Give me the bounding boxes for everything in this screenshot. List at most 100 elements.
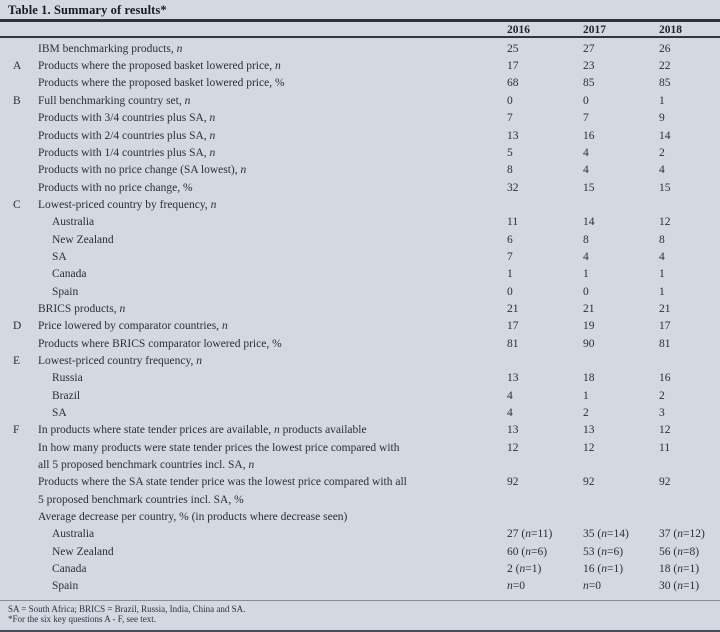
row-value: n=0 [583,580,601,593]
row-value: 81 [507,337,519,350]
row-key: D [13,320,22,333]
row-value: 4 [659,250,665,263]
row-value: 23 [583,60,595,73]
row-label: Lowest-priced country frequency, n [38,354,203,367]
table-row: BRICS products, n 21 21 21 [0,301,720,318]
row-label: Canada [52,563,87,576]
row-value: 4 [583,146,589,159]
row-key: F [13,424,20,437]
row-label: BRICS products, n [38,302,126,315]
table-row: C Lowest-priced country by frequency, n [0,197,720,214]
row-label: Products with 3/4 countries plus SA, n [38,112,216,125]
row-value: 12 [659,424,671,437]
row-label: Products with no price change (SA lowest… [38,164,247,177]
table-row: E Lowest-priced country frequency, n [0,353,720,370]
row-value: 21 [583,302,595,315]
row-value: 1 [659,94,665,107]
row-value: 25 [507,42,519,55]
row-value: 13 [507,424,519,437]
table-row: Australia 11 14 12 [0,214,720,231]
row-value: 16 [583,129,595,142]
row-value: 56 (n=8) [659,545,700,558]
row-label: Russia [52,372,83,385]
row-value: 18 (n=1) [659,563,700,576]
row-label: SA [52,407,67,419]
row-value: 9 [659,112,665,125]
row-value: 8 [507,164,513,177]
row-value: 4 [507,389,513,402]
table-row: SA 4 2 3 [0,405,720,422]
row-value: 7 [583,112,589,125]
row-value: 8 [583,233,589,246]
table-row: Products where the proposed basket lower… [0,75,720,92]
row-value: 17 [659,320,671,333]
row-value: 92 [659,476,671,489]
header-rule [0,36,720,38]
table-row: D Price lowered by comparator countries,… [0,318,720,335]
table-header-row: 2016 2017 2018 [0,22,720,37]
row-value: 16 (n=1) [583,563,624,576]
row-key: E [13,354,21,367]
row-value: 13 [507,129,519,142]
row-value: 35 (n=14) [583,528,629,541]
table-title: Table 1. Summary of results* [8,3,167,17]
table-row: Products with no price change, % 32 15 1… [0,180,720,197]
table-row: New Zealand 6 8 8 [0,232,720,249]
row-value: 81 [659,337,671,350]
row-value: 11 [659,441,671,454]
table-row: In how many products were state tender p… [0,440,720,475]
row-value: 7 [507,112,513,125]
row-value: 1 [583,389,589,402]
row-key: B [13,94,21,107]
row-label: Full benchmarking country set, n [38,94,191,107]
row-value: 12 [659,216,671,229]
footnote-abbreviations: SA = South Africa; BRICS = Brazil, Russi… [8,603,246,614]
table-row: Products where the SA state tender price… [0,474,720,509]
table-bottom-rule [0,599,720,601]
row-value: 2 [583,407,589,419]
row-value: 32 [507,181,519,194]
row-value: 17 [507,320,519,333]
row-value: 14 [583,216,595,229]
row-value: 1 [583,268,589,281]
row-value: 15 [659,181,671,194]
row-label: Products where the SA state tender price… [38,476,407,506]
row-value: 0 [507,285,513,298]
table-row: Spain n=0 n=0 30 (n=1) [0,578,720,595]
row-value: 7 [507,250,513,263]
row-value: 4 [659,164,665,177]
row-value: 4 [507,407,513,419]
table-row: SA 7 4 4 [0,249,720,266]
row-value: 14 [659,129,671,142]
row-value: 21 [659,302,671,315]
table-row: F In products where state tender prices … [0,422,720,439]
row-value: 6 [507,233,513,246]
table-row: Spain 0 0 1 [0,284,720,301]
column-header-2017: 2017 [583,23,606,36]
table-row: Products with 2/4 countries plus SA, n 1… [0,128,720,145]
table-row: IBM benchmarking products, n 25 27 26 [0,41,720,58]
row-value: 11 [507,216,519,229]
table-row: Products with 1/4 countries plus SA, n 5… [0,145,720,162]
row-value: 13 [583,424,595,437]
row-value: 85 [659,77,671,90]
row-key: A [13,60,22,73]
table-row: A Products where the proposed basket low… [0,58,720,75]
row-value: 26 [659,42,671,55]
title-rule [0,19,720,22]
row-label: Australia [52,528,95,541]
row-value: 68 [507,77,519,90]
row-label: New Zealand [52,233,114,246]
row-value: 2 (n=1) [507,563,542,576]
table-row: New Zealand 60 (n=6) 53 (n=6) 56 (n=8) [0,544,720,561]
row-value: 53 (n=6) [583,545,624,558]
row-value: 27 (n=11) [507,528,553,541]
row-value: 1 [659,285,665,298]
footnote-asterisk: *For the six key questions A - F, see te… [8,614,157,625]
row-value: 92 [583,476,595,489]
row-value: 15 [583,181,595,194]
table-row: Average decrease per country, % (in prod… [0,509,720,526]
row-label: In how many products were state tender p… [38,441,400,472]
table-row: Products where BRICS comparator lowered … [0,336,720,353]
row-label: Spain [52,285,79,298]
